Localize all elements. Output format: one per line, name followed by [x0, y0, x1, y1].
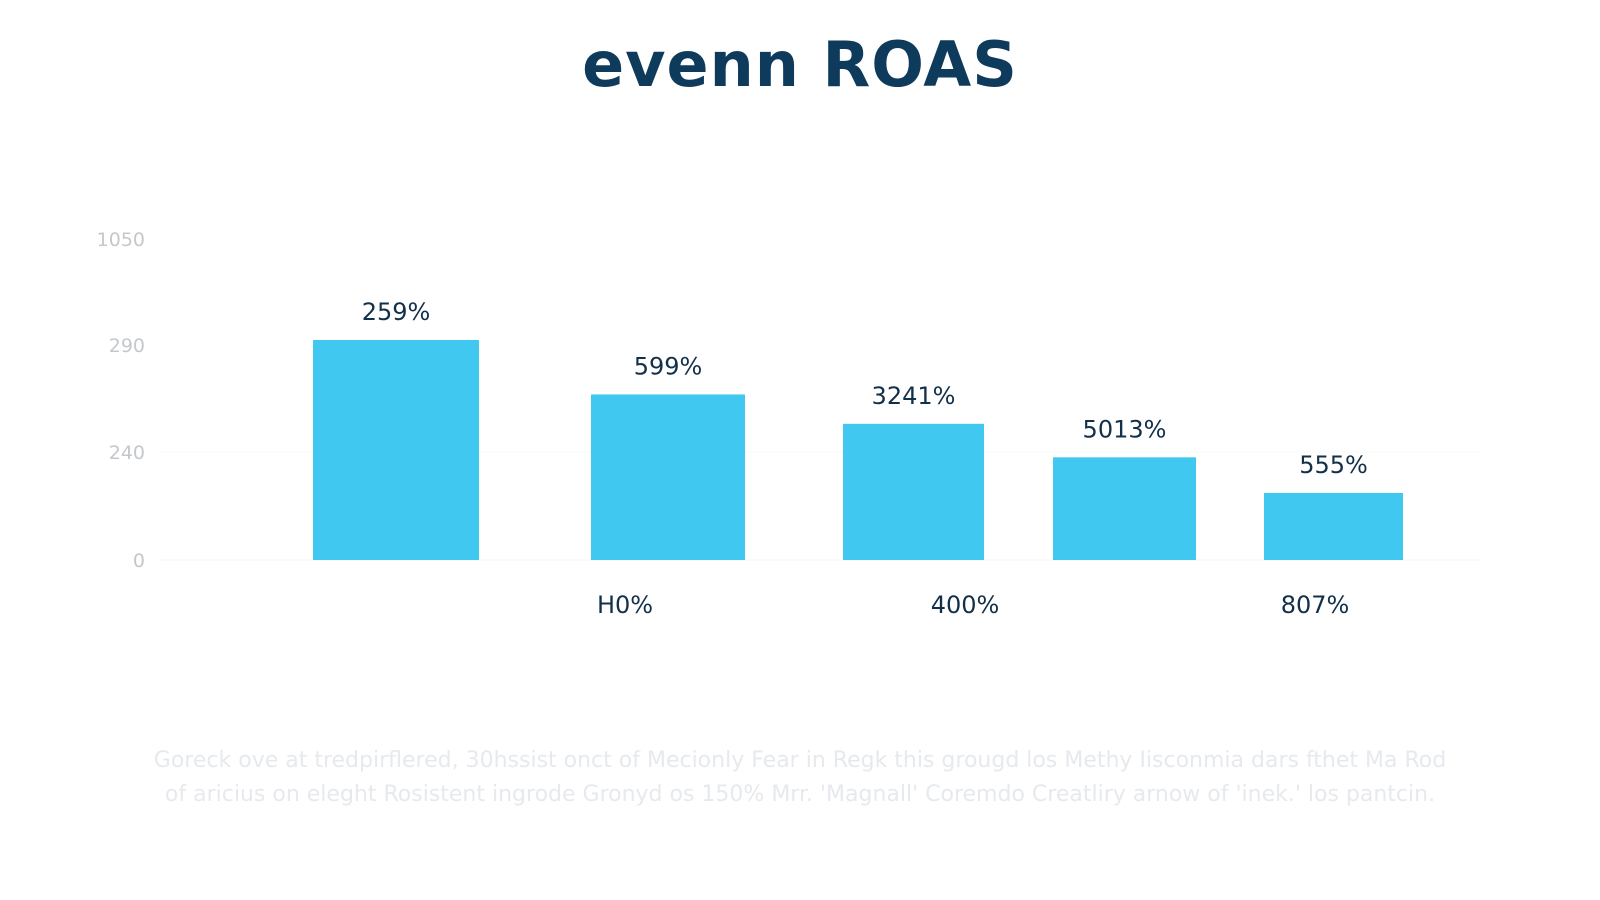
- caption-line: Goreck ove at tredpirflered, 30hssist on…: [153, 748, 1447, 773]
- caption-line: of aricius on eleght Rosistent ingrode G…: [164, 782, 1436, 807]
- x-axis-label: 400%: [931, 591, 1000, 619]
- bar: [591, 394, 745, 560]
- x-axis-label: 807%: [1281, 591, 1350, 619]
- bar: [1264, 492, 1403, 560]
- bar-value-label: 555%: [1299, 451, 1368, 479]
- bar-value-label: 259%: [362, 298, 431, 326]
- bar-value-label: 5013%: [1083, 415, 1167, 443]
- y-tick-label: 240: [109, 442, 145, 464]
- bar: [313, 340, 479, 560]
- y-tick-label: 0: [133, 550, 145, 572]
- x-axis-label: H0%: [597, 591, 653, 619]
- chart-caption: Goreck ove at tredpirflered, 30hssist on…: [110, 744, 1490, 812]
- chart-title: evenn ROAS: [582, 28, 1018, 101]
- y-tick-label: 1050: [97, 229, 145, 251]
- y-tick-label: 290: [109, 335, 145, 357]
- bar-value-label: 3241%: [872, 382, 956, 410]
- bar: [1053, 457, 1196, 560]
- bar: [843, 423, 984, 560]
- bar-value-label: 599%: [634, 352, 703, 380]
